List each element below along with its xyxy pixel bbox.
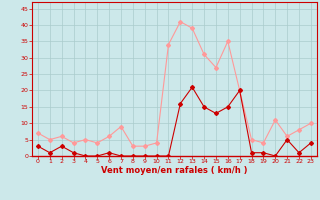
X-axis label: Vent moyen/en rafales ( km/h ): Vent moyen/en rafales ( km/h ) — [101, 166, 248, 175]
